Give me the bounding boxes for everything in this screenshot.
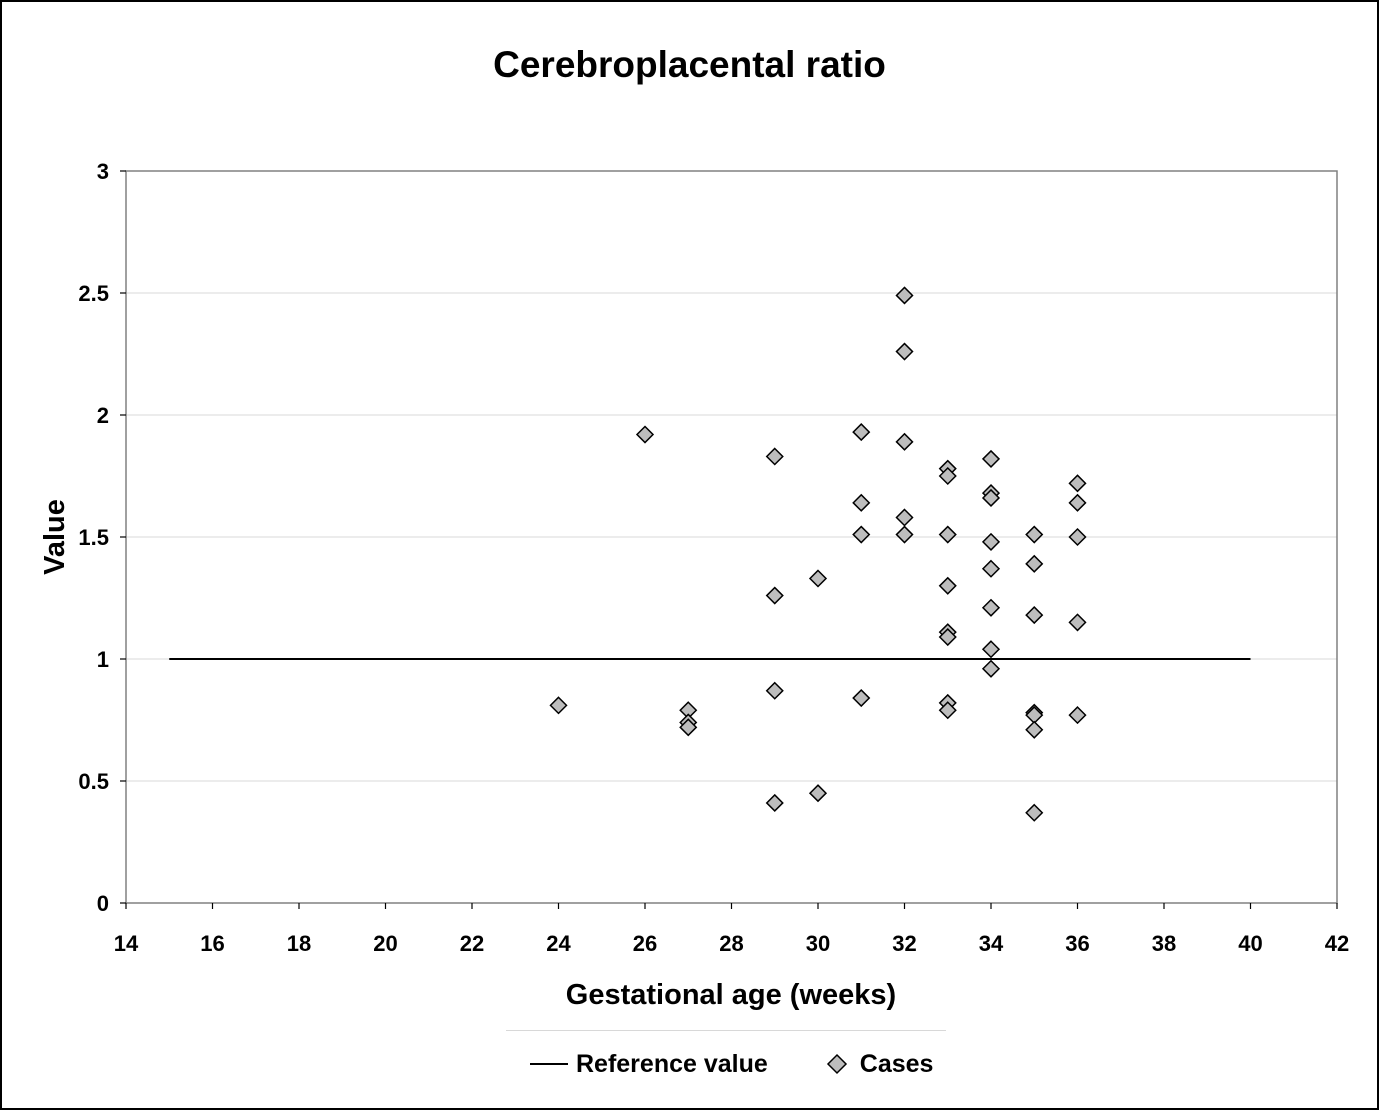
case-point [852,525,871,544]
case-point [981,598,1001,617]
case-point [1025,525,1044,544]
case-point [852,423,871,442]
case-point [1025,606,1044,625]
y-tick-label: 2 [97,403,109,428]
case-point [938,525,957,544]
case-point [895,342,914,361]
case-point [765,447,784,466]
x-tick-label: 26 [633,931,657,956]
chart-title: Cerebroplacental ratio [493,44,886,85]
legend-line-swatch [530,1063,568,1065]
case-point [765,681,784,700]
case-point [679,718,698,737]
x-tick-label: 18 [287,931,311,956]
y-axis-label: Value [39,499,71,575]
x-tick-label: 28 [719,931,743,956]
x-tick-label: 16 [200,931,224,956]
case-point [1068,613,1087,632]
case-point [895,508,914,527]
x-tick-label: 36 [1065,931,1089,956]
case-point [549,696,568,715]
case-point [808,784,828,803]
x-tick-label: 40 [1238,931,1262,956]
case-point [895,525,914,544]
y-tick-label: 0 [97,891,109,916]
x-tick-label: 22 [460,931,484,956]
case-point [981,488,1001,508]
x-tick-label: 32 [892,931,916,956]
legend-item-reference: Reference value [530,1050,768,1079]
y-tick-label: 2.5 [78,281,109,306]
case-point [938,627,957,647]
case-point [765,793,784,813]
legend-label-cases: Cases [859,1049,934,1078]
legend-item-cases: Cases [826,1049,934,1079]
case-point [808,569,828,588]
case-point [1068,527,1087,547]
case-point [981,532,1001,551]
case-point [981,640,1001,659]
x-axis-label: Gestational age (weeks) [566,979,896,1011]
x-axis: 14 16 18 20 22 24 26 28 30 32 34 36 38 40 42 [114,903,1349,956]
case-point [635,425,655,444]
case-point [852,688,871,708]
case-point [895,286,914,305]
x-tick-label: 42 [1325,931,1349,956]
series-layer [169,286,1251,822]
legend: Reference value Cases [530,1044,933,1084]
case-point [1025,803,1044,822]
case-point [981,449,1001,468]
case-point [938,466,957,486]
case-point [938,576,957,595]
x-tick-label: 20 [373,931,397,956]
case-point [1068,706,1087,725]
y-tick-label: 1.5 [78,525,109,550]
case-point [981,659,1001,678]
case-point [1068,493,1087,512]
y-tick-label: 1 [97,647,109,672]
x-tick-label: 14 [114,931,139,956]
gridlines [126,292,1337,782]
y-tick-label: 3 [97,159,109,184]
case-point [1068,474,1087,493]
case-point [895,432,914,451]
case-point [981,559,1001,578]
x-tick-label: 24 [546,931,571,956]
legend-separator [506,1030,946,1031]
case-point [765,586,784,605]
legend-diamond-swatch [826,1053,847,1075]
case-point [938,701,957,720]
x-tick-label: 30 [806,931,830,956]
x-tick-label: 38 [1152,931,1176,956]
case-point [1025,720,1044,739]
legend-label-reference: Reference value [576,1049,768,1078]
case-point [852,493,871,512]
y-axis: 0 0.5 1 1.5 2 2.5 3 [78,159,126,916]
case-point [1025,554,1044,573]
x-tick-label: 34 [979,931,1004,956]
y-tick-label: 0.5 [78,769,109,794]
